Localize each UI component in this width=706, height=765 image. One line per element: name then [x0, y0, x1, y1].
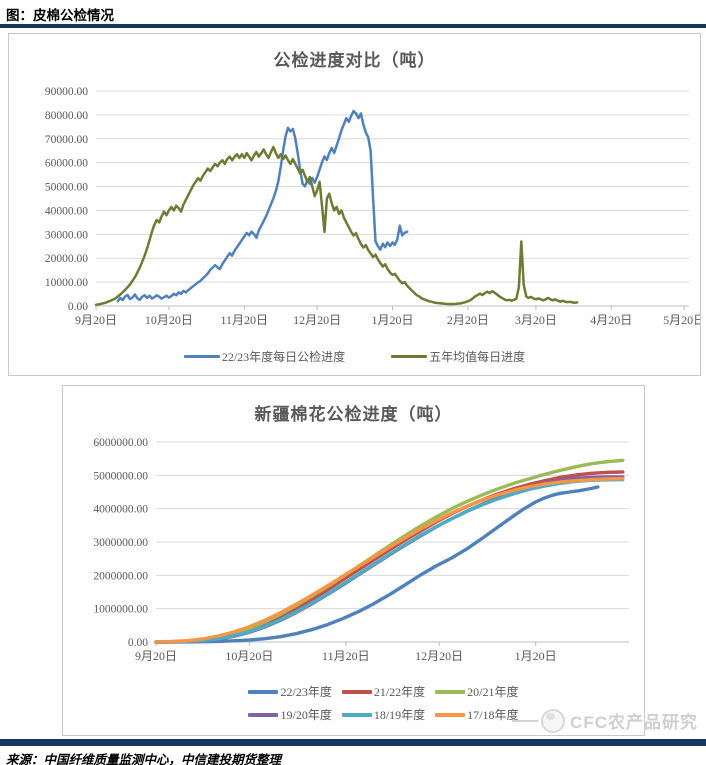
legend-swatch [341, 689, 372, 694]
daily-inspection-comparison-chart: 公检进度对比（吨） 0.00 10000.00 20000.00 30000.00 40… [8, 33, 701, 376]
legend-swatch [391, 354, 428, 359]
y-axis-tick-label: 6000000.00 [93, 437, 148, 449]
legend-swatch [183, 354, 220, 359]
watermark: CFC农产品研究 [512, 708, 698, 733]
legend-swatch [248, 712, 279, 717]
y-axis-tick-label: 90000.00 [45, 86, 88, 98]
x-axis-tick-label: 9月20日 [75, 313, 117, 327]
legend-swatch [341, 712, 372, 717]
series-line [116, 109, 409, 303]
legend-item: 22/23年度每日公检进度 [183, 348, 346, 365]
x-axis-tick-label: 10月20日 [145, 313, 193, 327]
legend-swatch [435, 689, 466, 694]
legend-item: 20/21年度 [435, 683, 519, 700]
x-axis-tick-label: 4月20日 [590, 313, 632, 327]
legend-row: 22/23年度 21/22年度 20/21年度 [248, 683, 519, 700]
series-line [154, 476, 625, 644]
source-note: 来源：中国纤维质量监测中心，中信建投期货整理 [6, 753, 282, 765]
x-axis-tick-label: 11月20日 [322, 649, 370, 663]
legend-item: 21/22年度 [341, 683, 426, 700]
y-axis-tick-label: 60000.00 [45, 158, 88, 170]
legend-row: 19/20年度 18/19年度 17/18年度 [248, 706, 519, 723]
y-axis-tick-label: 0.00 [68, 301, 88, 313]
y-axis-tick-label: 40000.00 [45, 205, 88, 217]
y-axis-tick-label: 70000.00 [45, 134, 88, 146]
series-line [154, 475, 625, 644]
legend-label: 五年均值每日进度 [429, 350, 526, 364]
xinjiang-cotton-progress-chart: 新疆棉花公检进度（吨） 0.00 1000000.00 2000000.00 3000… [62, 385, 645, 736]
x-axis-tick-label: 9月20日 [135, 649, 177, 663]
legend-row: 22/23年度每日公检进度 五年均值每日进度 [183, 348, 525, 365]
legend-label: 19/20年度 [280, 708, 332, 722]
chart-title: 新疆棉花公检进度（吨） [254, 405, 453, 424]
legend-label: 22/23年度每日公检进度 [221, 350, 346, 364]
x-axis-tick-label: 12月20日 [415, 649, 463, 663]
chart-legend: 22/23年度每日公检进度 五年均值每日进度 [9, 348, 700, 365]
x-axis-tick-label: 12月20日 [293, 313, 341, 327]
series-line [94, 145, 579, 307]
y-axis-tick-label: 2000000.00 [93, 570, 148, 582]
legend-label: 18/19年度 [373, 708, 426, 722]
x-axis-tick-label: 1月20日 [371, 313, 413, 327]
footer-rule [0, 739, 706, 746]
y-axis-tick-label: 5000000.00 [93, 470, 148, 482]
watermark-text: CFC农产品研究 [570, 713, 698, 732]
chart-canvas: 0.00 1000000.00 2000000.00 3000000.00 400000… [93, 437, 629, 663]
legend-label: 21/22年度 [373, 685, 426, 699]
chart-legend: 22/23年度 21/22年度 20/21年度 19/20年度 18/19年度 17/18… [123, 683, 644, 723]
watermark-dash [512, 719, 539, 722]
x-axis-tick-label: 10月20日 [225, 649, 273, 663]
series-line [154, 477, 625, 644]
page-title: 图：皮棉公检情况 [6, 8, 114, 23]
y-axis-tick-label: 20000.00 [45, 253, 88, 265]
y-axis-tick-label: 50000.00 [45, 182, 88, 194]
y-axis-tick-label: 10000.00 [45, 277, 88, 289]
legend-label: 20/21年度 [467, 685, 519, 699]
y-axis-tick-label: 30000.00 [45, 229, 88, 241]
legend-swatch [435, 712, 466, 717]
legend-label: 22/23年度 [280, 685, 332, 699]
y-axis-tick-label: 80000.00 [45, 110, 88, 122]
legend-item: 22/23年度 [248, 683, 332, 700]
legend-item: 19/20年度 [248, 706, 332, 723]
legend-item: 18/19年度 [341, 706, 426, 723]
legend-swatch [248, 689, 279, 694]
chart-canvas: 0.00 10000.00 20000.00 30000.00 40000.00 5000… [45, 86, 700, 327]
legend-item: 五年均值每日进度 [391, 348, 525, 365]
x-axis-tick-label: 1月20日 [515, 649, 557, 663]
y-axis-tick-label: 1000000.00 [93, 604, 148, 616]
y-axis-tick-label: 3000000.00 [93, 537, 148, 549]
x-axis-tick-label: 11月20日 [220, 313, 268, 327]
cfc-logo-icon [541, 708, 566, 733]
series-line [154, 485, 600, 644]
chart-title: 公检进度对比（吨） [273, 51, 436, 70]
x-axis-tick-label: 3月20日 [515, 313, 557, 327]
header-rule [0, 24, 706, 28]
x-axis-tick-label: 2月20日 [447, 313, 489, 327]
x-axis-tick-label: 5月20日 [663, 313, 700, 327]
y-axis-tick-label: 4000000.00 [93, 504, 148, 516]
legend-item: 17/18年度 [435, 706, 519, 723]
legend-label: 17/18年度 [467, 708, 519, 722]
y-axis-tick-label: 0.00 [128, 637, 148, 649]
